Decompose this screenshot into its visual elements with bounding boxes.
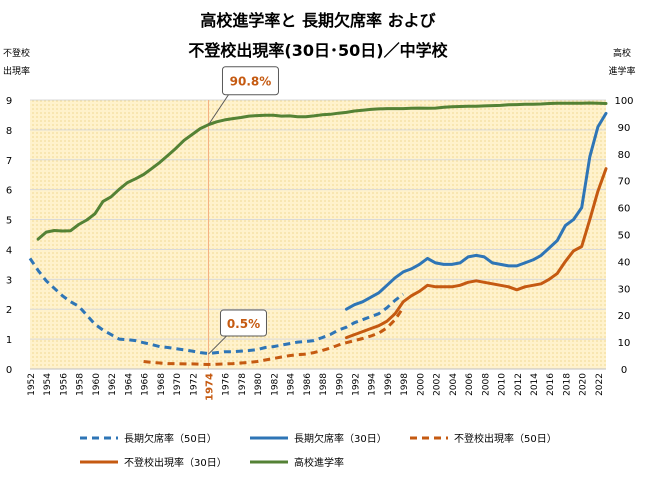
x-tick-label: 1990 (335, 373, 345, 396)
series-line (143, 306, 405, 366)
x-tick-label: 1982 (270, 373, 280, 396)
left-tick-label: 0 (6, 365, 12, 376)
left-tick-label: 3 (6, 275, 12, 286)
x-tick-label: 2012 (514, 373, 524, 396)
x-tick-label: 2004 (449, 373, 459, 396)
right-tick-label: 20 (618, 311, 631, 322)
right-axis-label-line2: 進学率 (608, 65, 635, 77)
x-tick-label: 1974 (204, 373, 215, 401)
callout-pointer (208, 94, 229, 126)
series-line (36, 101, 608, 241)
x-tick-label: 1976 (222, 373, 232, 396)
x-tick-label: 2014 (530, 373, 540, 396)
x-tick-label: 2018 (562, 373, 572, 396)
x-tick-label: 1970 (173, 373, 183, 396)
series-line (344, 111, 608, 311)
x-tick-label: 1964 (124, 373, 134, 396)
right-tick-label: 80 (618, 150, 631, 161)
x-tick-label: 1986 (303, 373, 313, 396)
legend: 長期欠席率（50日） 長期欠席率（30日） 不登校出現率（50日） 不登校出現率（30… (80, 432, 557, 469)
callout-label: 90.8% (230, 75, 272, 89)
legend-label: 高校進学率 (294, 456, 344, 469)
legend-label: 不登校出現率（30日） (124, 456, 227, 469)
x-tick-label: 1984 (287, 373, 297, 396)
x-tick-label: 1980 (254, 373, 264, 396)
left-tick-label: 6 (6, 186, 12, 197)
x-tick-label: 1988 (319, 373, 329, 396)
right-tick-label: 50 (618, 231, 631, 242)
x-tick-label: 1962 (108, 373, 118, 396)
x-tick-label: 2022 (595, 373, 605, 396)
left-tick-label: 9 (6, 96, 12, 107)
x-tick-label: 1958 (76, 373, 86, 396)
left-axis-label-line1: 不登校 (3, 47, 30, 59)
right-axis-label-line1: 高校 (613, 47, 631, 59)
left-tick-label: 4 (6, 245, 12, 256)
callout-pointer (208, 335, 227, 355)
left-tick-label: 2 (6, 305, 12, 316)
x-tick-label: 1952 (27, 373, 37, 396)
right-tick-label: 40 (618, 257, 631, 268)
right-tick-label: 10 (618, 338, 631, 349)
x-tick-label: 2020 (579, 373, 589, 396)
legend-label: 不登校出現率（50日） (454, 432, 557, 445)
series-line (344, 167, 608, 340)
x-tick-label: 1968 (157, 373, 167, 396)
chart-title-line1: 高校進学率と 長期欠席率 および (200, 11, 436, 30)
callout-box (221, 66, 279, 96)
left-tick-label: 1 (6, 335, 12, 346)
x-tick-label: 2016 (546, 373, 556, 396)
x-tick-label: 1998 (400, 373, 410, 396)
x-tick-label: 1978 (238, 373, 248, 396)
right-tick-label: 90 (618, 123, 631, 134)
x-tick-label: 1966 (141, 373, 151, 396)
x-tick-label: 2006 (465, 373, 475, 396)
left-tick-label: 5 (6, 216, 12, 227)
left-axis-label-line2: 出現率 (3, 65, 30, 77)
right-tick-label: 70 (618, 177, 631, 188)
left-tick-label: 8 (6, 126, 12, 137)
x-tick-label: 1972 (189, 373, 199, 396)
x-tick-label: 2002 (433, 373, 443, 396)
x-tick-label: 1996 (384, 373, 394, 396)
right-tick-label: 30 (618, 284, 631, 295)
x-tick-label: 1956 (59, 373, 69, 396)
x-tick-label: 2010 (498, 373, 508, 396)
x-tick-label: 1954 (43, 373, 53, 396)
x-tick-label: 2000 (416, 373, 426, 396)
series-line (28, 257, 405, 355)
right-tick-label: 100 (614, 96, 633, 107)
plot-area (30, 100, 606, 369)
right-tick-label: 0 (621, 365, 627, 376)
legend-label: 長期欠席率（30日） (294, 432, 387, 445)
chart-title-line2: 不登校出現率(30日･50日)／中学校 (188, 41, 448, 60)
x-tick-label: 1994 (368, 373, 378, 396)
left-tick-label: 7 (6, 156, 12, 167)
right-tick-label: 60 (618, 204, 631, 215)
callout-label: 0.5% (227, 317, 260, 331)
x-tick-label: 2008 (481, 373, 491, 396)
x-tick-label: 1960 (92, 373, 102, 396)
callout-box (219, 309, 267, 337)
legend-label: 長期欠席率（50日） (124, 432, 217, 445)
x-tick-label: 1992 (352, 373, 362, 396)
